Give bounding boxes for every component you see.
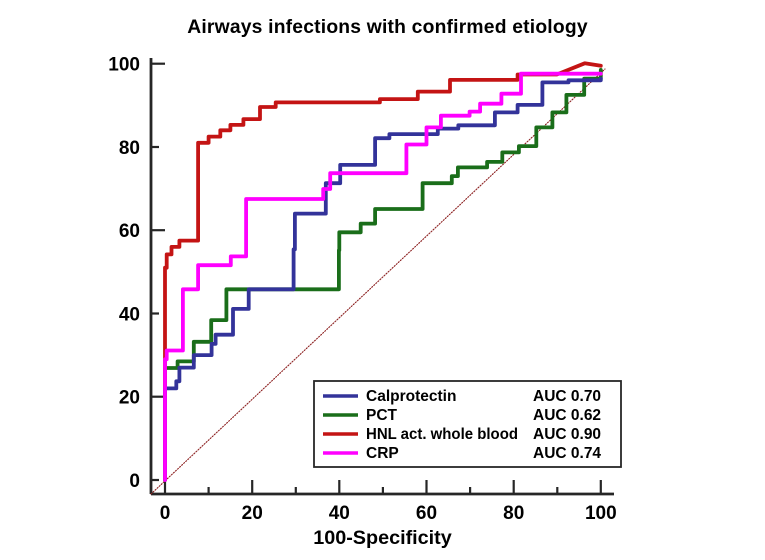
svg-text:HNL act. whole blood: HNL act. whole blood (366, 426, 518, 443)
svg-text:60: 60 (119, 221, 140, 242)
svg-text:20: 20 (119, 388, 140, 409)
svg-text:AUC 0.74: AUC 0.74 (533, 445, 601, 462)
svg-text:40: 40 (119, 304, 140, 325)
svg-text:60: 60 (416, 503, 437, 524)
svg-text:AUC 0.62: AUC 0.62 (533, 407, 601, 424)
svg-text:0: 0 (129, 471, 140, 492)
svg-text:80: 80 (119, 138, 140, 159)
svg-text:PCT: PCT (366, 407, 398, 424)
svg-text:0: 0 (160, 503, 171, 524)
svg-text:80: 80 (503, 503, 524, 524)
svg-text:100: 100 (108, 55, 140, 76)
svg-text:CRP: CRP (366, 445, 399, 462)
svg-text:100: 100 (585, 503, 617, 524)
svg-text:AUC 0.70: AUC 0.70 (533, 388, 601, 405)
svg-text:Calprotectin: Calprotectin (366, 388, 456, 405)
svg-text:AUC 0.90: AUC 0.90 (533, 426, 601, 443)
svg-text:20: 20 (242, 503, 263, 524)
svg-text:40: 40 (329, 503, 350, 524)
